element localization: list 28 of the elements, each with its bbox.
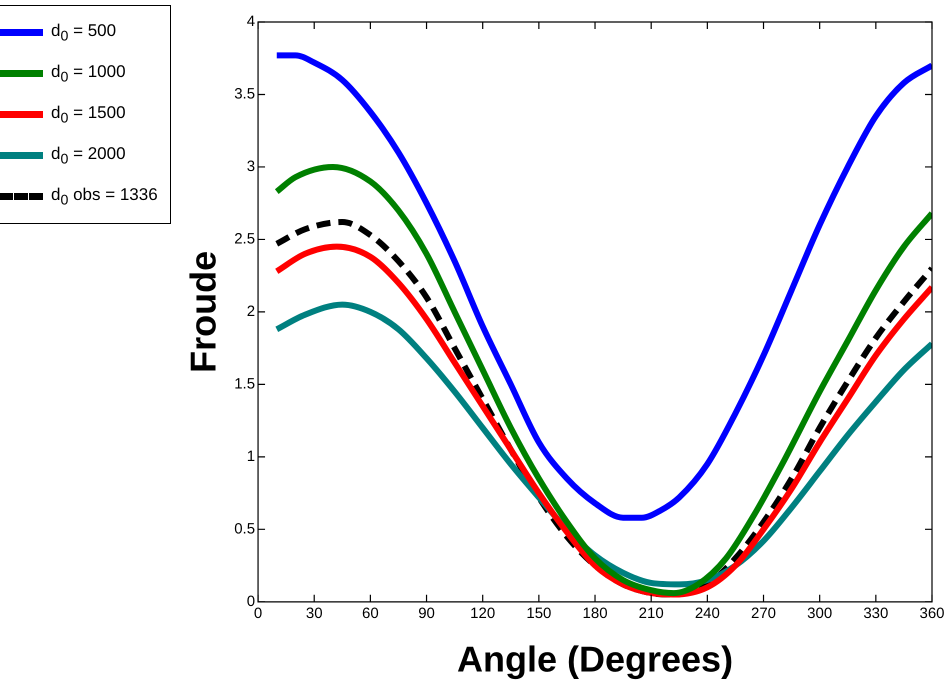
x-tick-label: 240 [694,604,720,622]
x-tick-label: 120 [470,604,496,622]
legend-label: d$_{0}$ = 2000 [51,144,126,168]
x-tick-label: 150 [526,604,552,622]
x-tick-label: 60 [362,604,379,622]
y-tick-label: 4 [246,13,256,30]
legend-label: d$_{0}$ = 1500 [51,102,126,126]
y-tick-label: 1.5 [234,376,256,393]
y-tick-label: 0.5 [234,520,256,538]
x-tick-label: 210 [638,604,664,622]
x-tick-label: 330 [863,604,888,622]
y-tick-label: 2.5 [234,230,256,248]
x-tick-label: 180 [582,604,608,622]
x-tick-label: 270 [750,604,776,622]
legend-label: d$_{0}$ = 1000 [51,62,126,86]
x-axis-title: Angle (Degrees) [456,638,734,680]
y-axis-title: Froude [182,250,224,373]
x-tick-label: 360 [919,604,945,622]
x-tick-label: 300 [807,604,832,622]
y-tick-label: 3 [246,158,256,176]
x-tick-label: 30 [306,604,323,622]
y-tick-label: 0 [246,592,256,610]
y-tick-label: 3.5 [234,86,256,103]
x-tick-label: 90 [418,604,435,622]
y-tick-label: 2 [246,303,256,320]
legend-label: d$_{0}$ obs = 1336 [51,184,158,208]
legend-label: d$_{0}$ = 500 [51,20,116,44]
y-tick-label: 1 [246,448,256,465]
